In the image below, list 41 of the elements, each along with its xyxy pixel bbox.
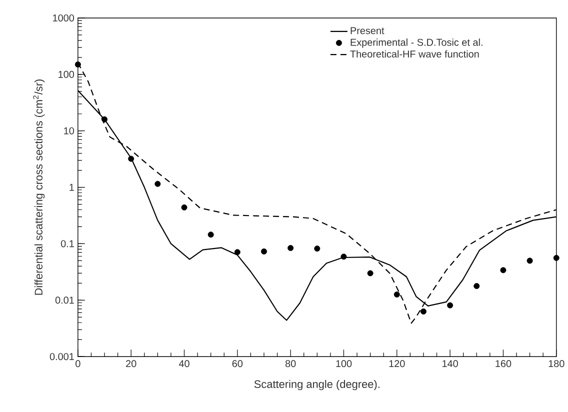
point [260,248,267,255]
point [102,116,108,123]
point [553,255,560,262]
y-tick-label: 1 [70,184,74,191]
point [367,270,374,276]
point [314,246,320,252]
x-tick-label: 80 [285,360,296,368]
y-tick-label: 1000 [53,14,74,22]
point [208,232,214,238]
point [394,292,400,298]
point [128,156,134,162]
point [74,62,81,68]
legend-label: Experimental - S.D.Tosic et al. [350,38,482,48]
x-tick-label: 60 [232,360,243,368]
x-tick-label: 100 [336,360,352,368]
x-tick-label: 40 [178,360,190,368]
y-axis-title: Differential scattering cross sections (cm$^{2}$/sr) [33,80,45,296]
x-tick-label: 20 [126,360,136,368]
point [420,308,426,315]
x-tick-label: 180 [548,360,564,368]
y-tick-label: 10 [64,128,74,135]
point [288,245,294,252]
point [474,283,480,290]
point [340,254,347,260]
point [447,302,454,309]
point [181,204,188,211]
point [234,249,240,256]
x-axis-title: Scattering angle (degree). [254,380,380,390]
legend-label: Theoretical-HF wave function [350,50,479,58]
point [500,267,506,274]
legend-label: Present [350,27,384,34]
y-tick-label: 0.001 [50,353,74,360]
x-tick-label: 120 [389,360,405,368]
y-tick-label: 0.01 [55,296,74,304]
x-tick-label: 140 [442,360,458,368]
point [526,258,533,264]
y-tick-label: 0.1 [60,240,74,248]
point [154,181,161,188]
x-tick-label: 160 [496,360,512,368]
x-tick-label: 0 [76,360,80,368]
y-tick-label: 100 [58,71,74,78]
